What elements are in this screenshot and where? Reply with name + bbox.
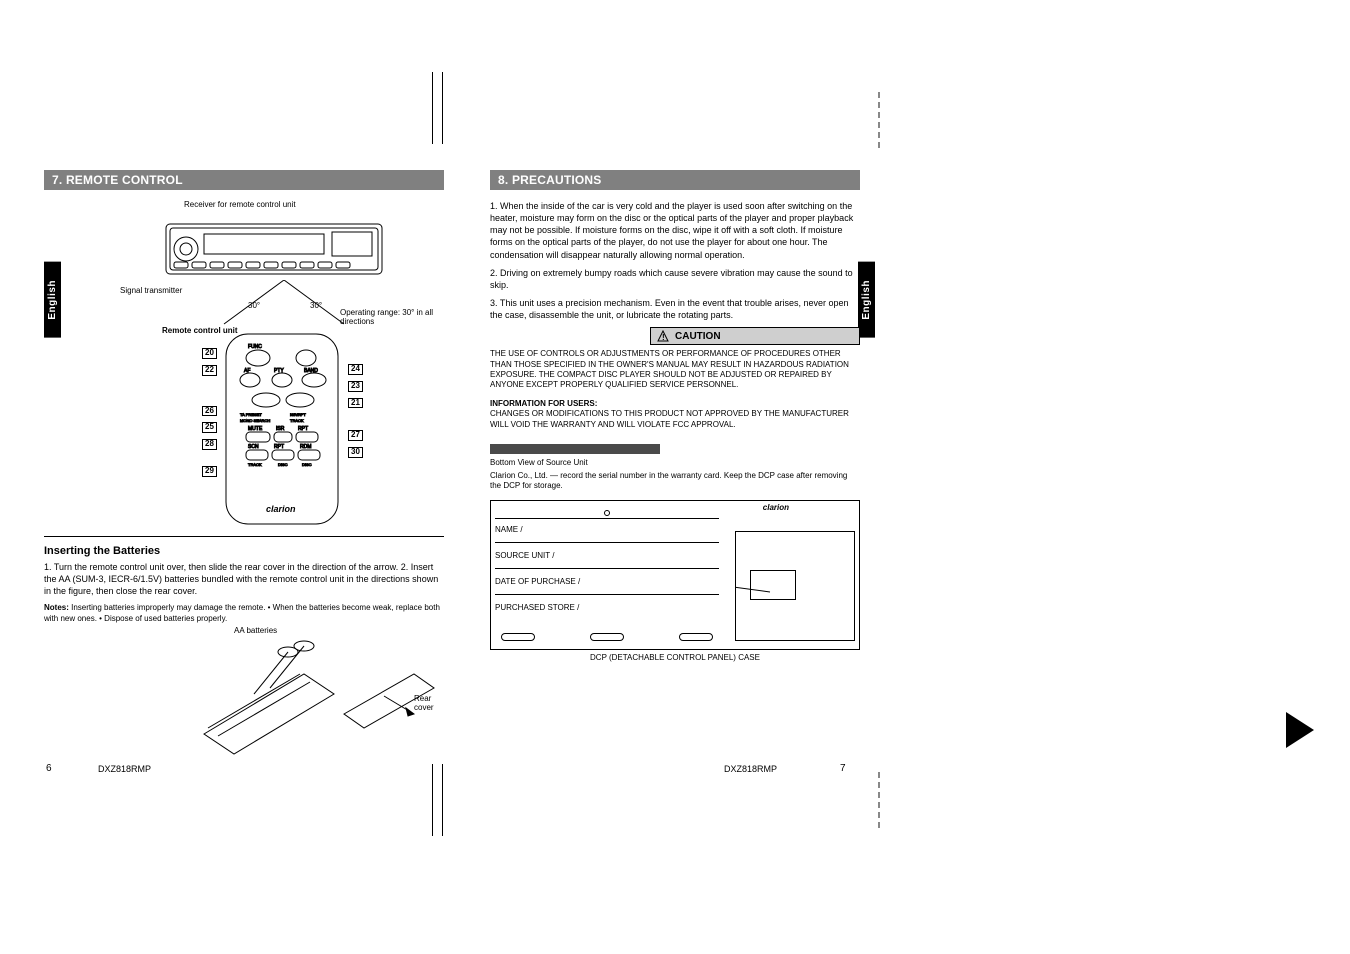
- serial-note: Clarion Co., Ltd. — record the serial nu…: [490, 471, 860, 492]
- svg-text:clarion: clarion: [266, 504, 296, 514]
- info-text: CHANGES OR MODIFICATIONS TO THIS PRODUCT…: [490, 409, 860, 430]
- page-number-mid: 7: [840, 763, 846, 774]
- callout-24: 24: [348, 364, 363, 375]
- dcp-label: DCP (DETACHABLE CONTROL PANEL) CASE: [490, 653, 860, 662]
- subsection-bar: [490, 444, 660, 454]
- date-label: DATE OF PURCHASE /: [495, 577, 580, 586]
- brand-label: clarion: [763, 503, 789, 512]
- unit-label: SOURCE UNIT /: [495, 551, 554, 560]
- callout-27: 27: [348, 430, 363, 441]
- rear-cover-label: Rear cover: [414, 694, 444, 712]
- callout-22: 22: [202, 365, 217, 376]
- svg-text:RPT: RPT: [274, 444, 284, 450]
- svg-text:!: !: [662, 333, 665, 342]
- continue-triangle-icon: [1286, 712, 1314, 748]
- precaution-1: 1. When the inside of the car is very co…: [490, 200, 860, 261]
- divider: [44, 536, 444, 537]
- caution-label: CAUTION: [675, 331, 721, 342]
- svg-text:ISR/RPT: ISR/RPT: [290, 412, 306, 417]
- name-label: NAME /: [495, 525, 523, 534]
- section-title-remote: 7. REMOTE CONTROL: [44, 170, 444, 190]
- section-remote: 7. REMOTE CONTROL Receiver for remote co…: [44, 170, 444, 764]
- remote-diagram: Remote control unit FUNC AF PTY BAND TA …: [44, 328, 444, 528]
- spine-mark-top: [428, 72, 448, 144]
- model-label-left: DXZ818RMP: [98, 764, 151, 774]
- callouts-left: 20 22 26 25 28 29: [202, 348, 217, 483]
- svg-text:BAND: BAND: [304, 368, 318, 374]
- precaution-2: 2. Driving on extremely bumpy roads whic…: [490, 267, 860, 291]
- page-right: English Handling Compact Discs disc COMP…: [880, 0, 1350, 954]
- warning-icon: !: [657, 330, 669, 342]
- callout-21: 21: [348, 398, 363, 409]
- bottom-view-label: Bottom View of Source Unit: [490, 458, 860, 467]
- page-number-left: 6: [46, 763, 52, 774]
- page-left-spread: English English 7. REMOTE CONTROL Receiv…: [0, 0, 880, 954]
- spine-mark-bottom: [428, 764, 448, 836]
- svg-text:PTY: PTY: [274, 368, 284, 374]
- language-tab-mid: English: [858, 262, 875, 338]
- svg-text:30°: 30°: [248, 301, 260, 310]
- caution-text: THE USE OF CONTROLS OR ADJUSTMENTS OR PE…: [490, 349, 860, 391]
- svg-text:MONO SEARCH: MONO SEARCH: [240, 418, 270, 423]
- info-title: INFORMATION FOR USERS:: [490, 399, 597, 408]
- svg-text:TRACK: TRACK: [248, 462, 262, 467]
- aa-batteries-label: AA batteries: [234, 626, 277, 635]
- svg-text:AF: AF: [244, 368, 250, 374]
- signal-range-diagram: 30° 30° Signal transmitter Operating ran…: [44, 280, 444, 328]
- precaution-3: 3. This unit uses a precision mechanism.…: [490, 297, 860, 321]
- receiver-diagram: Receiver for remote control unit: [44, 200, 444, 280]
- svg-text:MUTE: MUTE: [248, 426, 263, 432]
- svg-text:30°: 30°: [310, 301, 322, 310]
- svg-text:TA PRESET: TA PRESET: [240, 412, 262, 417]
- battery-notes-title: Notes:: [44, 603, 69, 612]
- model-label-mid: DXZ818RMP: [724, 764, 777, 774]
- svg-text:TRACK: TRACK: [290, 418, 304, 423]
- callout-26: 26: [202, 406, 217, 417]
- battery-notes: Inserting batteries improperly may damag…: [44, 603, 440, 622]
- svg-text:ISR: ISR: [276, 426, 285, 432]
- signal-transmitter-label: Signal transmitter: [120, 286, 182, 295]
- svg-text:SCN: SCN: [248, 444, 259, 450]
- callout-25: 25: [202, 422, 217, 433]
- section-precautions: 8. PRECAUTIONS 1. When the inside of the…: [490, 170, 860, 662]
- svg-text:DISC: DISC: [278, 462, 288, 467]
- battery-illustration: AA batteries Rear cover: [44, 624, 444, 764]
- caution-box: ! CAUTION: [650, 327, 860, 345]
- range-note: Operating range: 30° in all directions: [340, 308, 444, 326]
- svg-text:FUNC: FUNC: [248, 344, 262, 350]
- callout-23: 23: [348, 381, 363, 392]
- section-title-precautions: 8. PRECAUTIONS: [490, 170, 860, 190]
- store-label: PURCHASED STORE /: [495, 603, 579, 612]
- callout-28: 28: [202, 439, 217, 450]
- battery-title: Inserting the Batteries: [44, 545, 444, 557]
- callout-29: 29: [202, 466, 217, 477]
- svg-text:DISC: DISC: [302, 462, 312, 467]
- receiver-label: Receiver for remote control unit: [184, 200, 296, 209]
- callout-20: 20: [202, 348, 217, 359]
- dcp-diagram: clarion NAME / SOURCE UNIT / DATE OF PUR…: [490, 500, 860, 650]
- callout-30: 30: [348, 447, 363, 458]
- svg-text:RPT: RPT: [298, 426, 308, 432]
- svg-text:RDM: RDM: [300, 444, 311, 450]
- callouts-right: 24 23 21 27 30: [348, 364, 363, 464]
- battery-body: 1. Turn the remote control unit over, th…: [44, 561, 444, 597]
